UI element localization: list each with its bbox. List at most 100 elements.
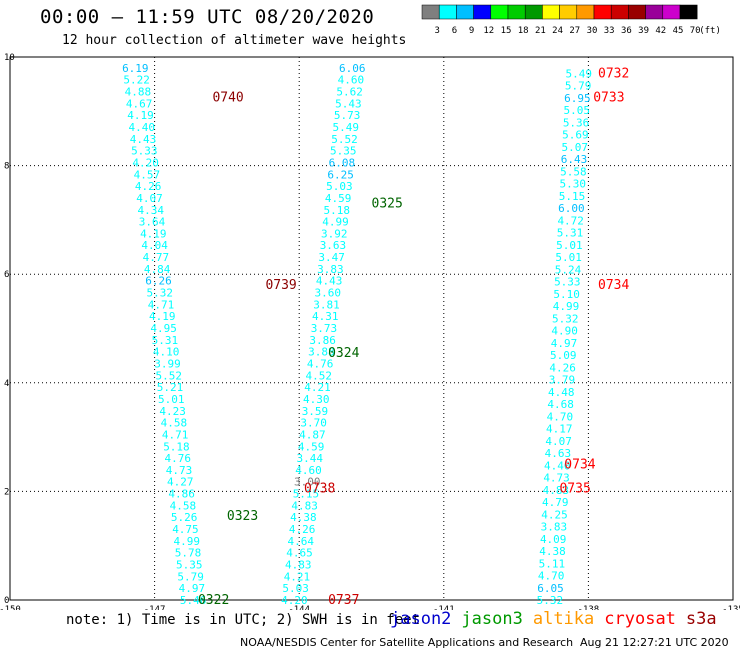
wave-height-value: 5.78 [175,547,202,560]
pass-id-label: 0738 [304,482,335,497]
wave-height-value: 4.43 [130,133,157,146]
wave-height-value: 4.83 [543,484,570,497]
wave-height-value: 4.58 [170,499,197,512]
wave-height-value: 4.68 [547,398,574,411]
chart-subtitle: 12 hour collection of altimeter wave hei… [62,33,407,48]
wave-height-value: 3.47 [318,251,345,264]
wave-height-value: 4.70 [538,570,565,583]
y-tick-label: 4 [4,379,9,389]
wave-height-value: 3.92 [321,227,348,240]
wave-height-value: 4.97 [179,582,206,595]
wave-height-value: 3.00 [294,476,321,489]
wave-height-value: 4.76 [164,452,191,465]
wave-height-value: 6.00 [558,202,585,215]
wave-height-value: 4.73 [166,464,193,477]
wave-height-value: 4.31 [312,310,339,323]
wave-height-value: 4.60 [338,74,365,87]
wave-height-value: 3.79 [549,374,576,387]
wave-height-value: 6.95 [564,92,591,105]
wave-height-value: 3.86 [309,334,336,347]
wave-height-value: 4.76 [307,357,334,370]
wave-height-value: 3.83 [541,521,568,534]
wave-height-value: 5.22 [123,74,150,87]
y-tick-label: 0 [4,596,9,606]
wave-height-value: 5.31 [152,334,179,347]
wave-height-value: 4.77 [143,251,170,264]
pass-id-label: 0324 [328,346,359,361]
y-tick-label: 8 [4,162,9,172]
wave-height-value: 4.75 [172,523,199,536]
wave-height-value: 5.26 [171,511,198,524]
wave-height-value: 5.32 [146,287,173,300]
wave-height-value: 5.09 [550,349,577,362]
y-tick-label: 2 [4,487,9,497]
wave-height-value: 5.24 [555,263,582,276]
colorbar-label: 18 [518,26,529,36]
wave-height-value: 5.33 [554,276,581,289]
x-tick-label: -150 [0,605,21,610]
wave-height-value: 4.67 [126,97,153,110]
wave-height-value: 4.95 [150,322,177,335]
footer-note: note: 1) Time is in UTC; 2) SWH is in fe… [66,612,421,628]
wave-height-value: 5.18 [163,440,190,453]
colorbar-label: 27 [569,26,580,36]
satellite-legend-item: cryosat [604,609,676,629]
wave-height-value: 4.19 [140,227,167,240]
wave-height-value: 5.62 [336,86,363,99]
wave-height-value: 4.72 [557,214,584,227]
wave-height-value: 4.30 [303,393,330,406]
wave-height-value: 5.79 [177,570,204,583]
wave-height-value: 5.10 [553,288,580,301]
wave-height-value: 5.15 [293,488,320,501]
colorbar-label: 12 [483,26,494,36]
wave-height-value: 5.36 [563,116,590,129]
pass-id-label: 0734 [598,278,629,293]
pass-id-label: 0322 [198,593,229,608]
wave-height-value: 6.26 [145,275,172,288]
wave-height-value: 4.07 [136,192,163,205]
wave-height-value: 4.17 [546,423,573,436]
wave-height-value: 4.40 [544,459,571,472]
colorbar-label: 24 [552,26,563,36]
wave-height-value: 4.59 [325,192,352,205]
wave-height-value: 3.88 [308,346,335,359]
wave-height-value: 4.38 [539,545,566,558]
plot-frame [9,56,734,601]
colorbar-label: 36 [621,26,632,36]
wave-height-value: 4.59 [298,440,325,453]
wave-height-value: 5.43 [335,97,362,110]
wave-height-value: 5.79 [565,80,592,93]
pass-id-label: 0735 [559,482,590,497]
pass-id-label: 0323 [227,509,258,524]
wave-height-value: 3.99 [154,357,181,370]
chart-title: 00:00 – 11:59 UTC 08/20/2020 [40,6,375,28]
wave-height-value: 4.48 [548,386,575,399]
colorbar-label: 21 [535,26,546,36]
wave-height-value: 4.60 [295,464,322,477]
colorbar-swatch [679,4,698,20]
colorbar-label: 9 [469,26,474,36]
wave-height-value: 4.58 [161,417,188,430]
wave-height-value: 4.97 [551,337,578,350]
wave-height-value: 5.52 [331,133,358,146]
wave-height-value: 4.99 [322,216,349,229]
wave-height-value: 4.86 [168,488,195,501]
satellite-legend-item: jason2 [390,609,452,629]
pass-id-label: 0733 [593,91,624,106]
wave-height-value: 5.73 [334,109,361,122]
wave-height-value: 5.18 [324,204,351,217]
wave-height-value: 4.19 [149,310,176,323]
wave-height-value: 4.27 [167,476,194,489]
wave-height-value: 4.57 [134,168,161,181]
wave-height-value: 4.83 [285,559,312,572]
satellite-legend: jason2 jason3 altika cryosat s3a [390,609,727,629]
wave-height-value: 4.43 [316,275,343,288]
wave-height-value: 4.25 [541,508,568,521]
wave-height-value: 6.43 [561,153,588,166]
wave-height-value: 4.71 [162,428,189,441]
wave-height-value: 4.83 [291,499,318,512]
wave-height-value: 4.26 [289,523,316,536]
wave-height-value: 3.59 [302,405,329,418]
wave-height-value: 4.21 [304,381,331,394]
satellite-legend-item: jason3 [461,609,523,629]
